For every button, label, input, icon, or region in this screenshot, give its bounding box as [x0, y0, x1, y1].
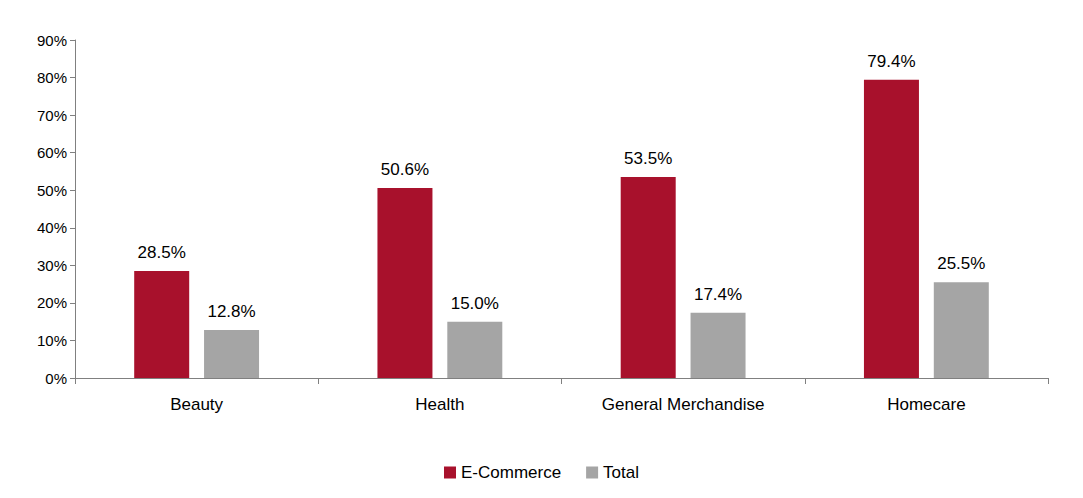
- svg-text:50.6%: 50.6%: [381, 160, 429, 179]
- svg-text:28.5%: 28.5%: [138, 243, 186, 262]
- svg-text:70%: 70%: [37, 107, 67, 124]
- svg-text:80%: 80%: [37, 69, 67, 86]
- svg-text:Health: Health: [415, 395, 464, 414]
- svg-text:20%: 20%: [37, 294, 67, 311]
- svg-text:Beauty: Beauty: [170, 395, 223, 414]
- svg-text:Total: Total: [603, 463, 639, 482]
- svg-text:10%: 10%: [37, 332, 67, 349]
- svg-text:53.5%: 53.5%: [624, 149, 672, 168]
- svg-text:Homecare: Homecare: [887, 395, 965, 414]
- svg-text:E-Commerce: E-Commerce: [461, 463, 561, 482]
- svg-text:25.5%: 25.5%: [937, 254, 985, 273]
- svg-text:15.0%: 15.0%: [451, 294, 499, 313]
- svg-text:90%: 90%: [37, 32, 67, 49]
- svg-text:17.4%: 17.4%: [694, 285, 742, 304]
- svg-text:50%: 50%: [37, 182, 67, 199]
- svg-text:79.4%: 79.4%: [867, 52, 915, 71]
- svg-text:12.8%: 12.8%: [207, 302, 255, 321]
- svg-text:General Merchandise: General Merchandise: [602, 395, 765, 414]
- svg-text:60%: 60%: [37, 144, 67, 161]
- svg-text:0%: 0%: [45, 370, 67, 387]
- svg-text:30%: 30%: [37, 257, 67, 274]
- svg-text:40%: 40%: [37, 219, 67, 236]
